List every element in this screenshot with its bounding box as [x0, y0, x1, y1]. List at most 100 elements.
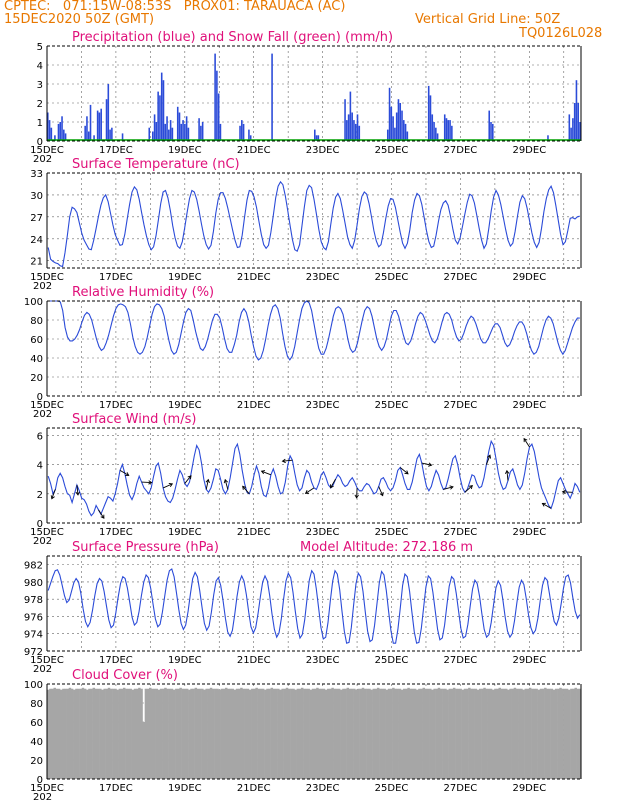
precip-bar [200, 125, 202, 141]
cloud-bar [292, 688, 295, 779]
precip-bar [349, 91, 352, 141]
cloud-bar [546, 688, 549, 779]
cloud-bar [374, 688, 378, 779]
cloud-bar [103, 688, 106, 779]
cloud-bar [563, 688, 567, 779]
y-tick-label: 6 [37, 431, 43, 442]
cloud-bar [446, 689, 449, 779]
wind-arrow-head [100, 514, 105, 519]
cloud-bar [329, 688, 332, 779]
cloud-bar [505, 688, 508, 779]
cloud-bar [300, 687, 304, 779]
x-tick-label: 17DEC [99, 527, 133, 538]
cloud-bar [242, 688, 245, 779]
precip-bar [575, 80, 578, 141]
wind-arrow-head [205, 478, 210, 484]
cloud-bar [509, 688, 512, 779]
x-tick-label: 25DEC [375, 400, 409, 411]
precip-bar [47, 112, 49, 141]
y-tick-label: 40 [30, 354, 43, 365]
precip-bar [63, 129, 65, 141]
cloud-bar [333, 688, 337, 779]
x-tick-label: 29DEC [512, 527, 546, 538]
precip-bar [64, 133, 67, 141]
cloud-bar [350, 688, 354, 779]
cloud-bar [153, 688, 156, 779]
cloud-bar [353, 688, 356, 779]
wind-arrow [76, 484, 79, 495]
precip-bar [171, 127, 174, 141]
panel-title: Relative Humidity (%) [72, 285, 214, 300]
x-tick-label: 29DEC [512, 400, 546, 411]
precip-bar [449, 120, 451, 141]
y-tick-label: 21 [30, 257, 43, 268]
precip-bar [155, 122, 158, 141]
cloud-bar [311, 688, 315, 779]
cloud-bar [298, 688, 302, 779]
cloud-bar [554, 688, 558, 779]
precip-bar [98, 112, 101, 141]
cloud-bar [418, 688, 421, 779]
year-label: 202 [33, 536, 52, 547]
cloud-bar [225, 687, 228, 779]
cloud-bar [159, 688, 163, 779]
wind-arrow-head [504, 469, 510, 474]
cloud-bar [318, 688, 321, 779]
cloud-bar [500, 688, 504, 779]
cloud-bar [481, 688, 484, 779]
x-tick-label: 21DEC [237, 783, 271, 794]
cloud-bar [51, 688, 54, 779]
wind-arrow-head [223, 478, 229, 484]
cloud-bar [518, 688, 521, 779]
cloud-bar [409, 688, 412, 779]
cloud-bar [537, 689, 541, 779]
x-tick-label: 27DEC [444, 527, 478, 538]
cloud-bar [535, 688, 538, 779]
cloud-bar [218, 689, 221, 779]
cloud-bar [248, 689, 252, 779]
cloud-bar [435, 688, 439, 779]
cloud-bar [570, 688, 573, 779]
precip-bar [490, 122, 492, 141]
cloud-bar [531, 688, 534, 779]
x-tick-label: 17DEC [99, 400, 133, 411]
wind-arrow [98, 509, 105, 519]
wind-arrow [356, 487, 358, 498]
cloud-bar [344, 688, 347, 779]
cloud-bar [413, 688, 417, 779]
cloud-bar [283, 688, 287, 779]
cloud-bar [470, 688, 473, 779]
x-tick-label: 29DEC [512, 145, 546, 156]
cloud-bar [567, 689, 571, 779]
cloud-bar [437, 687, 441, 779]
cloud-bar [183, 688, 187, 779]
cloud-bar [53, 687, 56, 779]
precip-bar [356, 114, 359, 141]
y-tick-label: 0 [37, 392, 43, 403]
cloud-bar [431, 689, 434, 779]
x-tick-label: 17DEC [99, 783, 133, 794]
precip-bar [217, 93, 220, 141]
panel-title: Surface Wind (m/s) [72, 412, 196, 427]
precip-bar [395, 112, 398, 141]
precip-bar [87, 131, 90, 141]
precip-bar [239, 125, 241, 141]
cloud-bar [335, 688, 339, 779]
wind-arrow-head [523, 437, 528, 443]
y-tick-label: 20 [30, 756, 43, 767]
precip-bar [386, 129, 389, 141]
cloud-bar [309, 689, 313, 779]
cloud-bar [368, 688, 371, 779]
cloud-bar [136, 688, 139, 779]
x-tick-label: 21DEC [237, 400, 271, 411]
cloud-bar [231, 688, 234, 779]
cloud-bar [192, 688, 195, 779]
cloud-bar [392, 687, 395, 779]
cloud-bar [511, 688, 515, 779]
cloud-bar [541, 688, 545, 779]
cloud-bar [307, 688, 310, 779]
x-tick-label: 15DEC [30, 655, 64, 666]
precip-bar [182, 120, 184, 141]
cloud-bar [385, 689, 389, 779]
cloud-bar [64, 688, 67, 779]
